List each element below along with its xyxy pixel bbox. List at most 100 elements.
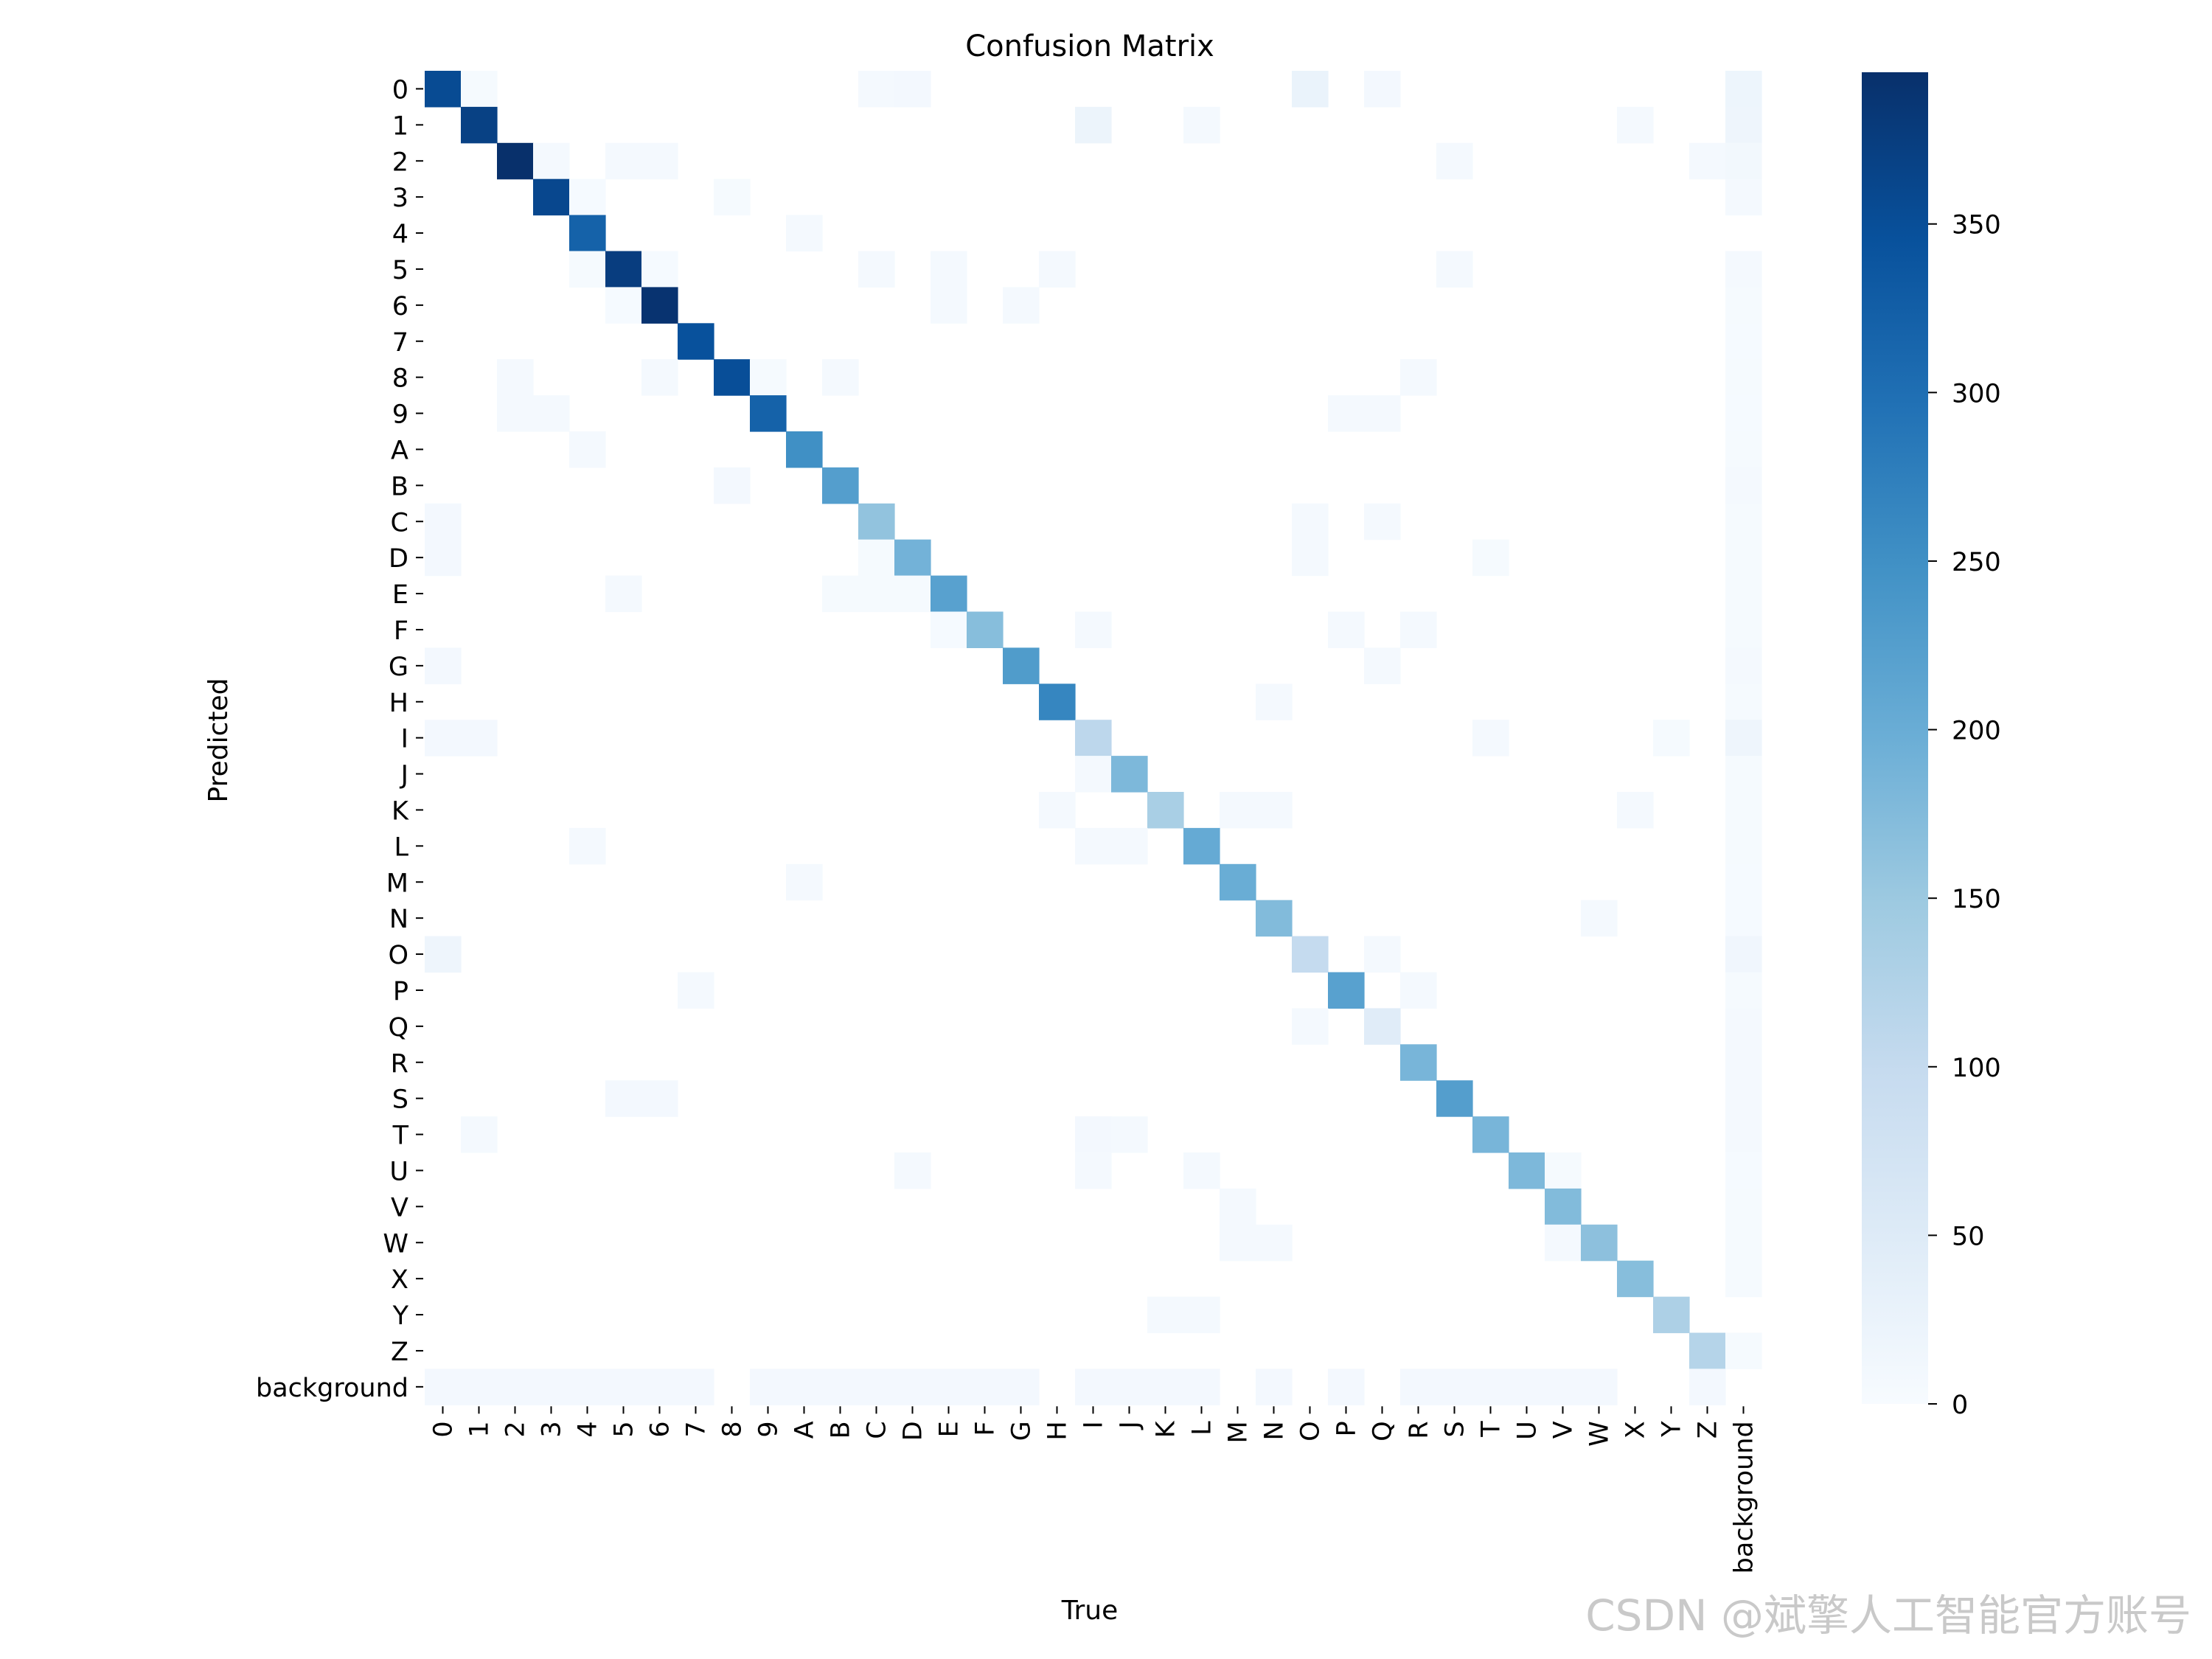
x-tick-label: V: [1549, 1421, 1579, 1439]
x-tick-label: O: [1296, 1421, 1326, 1441]
x-tick-label: F: [971, 1421, 1001, 1436]
heatmap-cell: [1725, 792, 1762, 829]
x-tick-label: 9: [754, 1421, 784, 1437]
colorbar-tick-label: 100: [1952, 1054, 2001, 1083]
x-tick-label: A: [790, 1421, 820, 1439]
y-tick-label: 7: [392, 328, 408, 358]
heatmap-cell: [931, 611, 967, 648]
heatmap-cell: [931, 287, 967, 324]
heatmap-cell: [1111, 827, 1148, 865]
heatmap-cell: [894, 71, 931, 108]
y-tick-label: B: [391, 472, 408, 501]
heatmap-cell: [1725, 756, 1762, 793]
y-tick-label: background: [256, 1374, 408, 1403]
heatmap-cell: [605, 1368, 642, 1405]
x-tick-label: background: [1730, 1421, 1759, 1573]
heatmap-cell: [858, 503, 895, 540]
heatmap-cell: [1653, 720, 1690, 757]
x-tick-label: P: [1332, 1421, 1362, 1436]
heatmap-cell: [425, 936, 462, 973]
heatmap-cell: [894, 1368, 931, 1405]
heatmap-cell: [967, 611, 1004, 648]
y-tick-label: Y: [392, 1301, 409, 1331]
heatmap-cell: [533, 395, 570, 432]
heatmap-cell: [1400, 972, 1437, 1009]
heatmap-cell: [1725, 972, 1762, 1009]
heatmap-cell: [1003, 647, 1040, 684]
y-tick-label: 1: [392, 111, 408, 141]
heatmap-cell: [1075, 611, 1112, 648]
x-tick-label: J: [1116, 1421, 1145, 1430]
heatmap-cell: [1436, 142, 1473, 180]
heatmap-cell: [1436, 251, 1473, 288]
y-tick-label: C: [391, 508, 408, 538]
heatmap-cell: [1364, 647, 1401, 684]
heatmap-cell: [1725, 1188, 1762, 1225]
heatmap-cell: [1039, 251, 1076, 288]
chart-title: Confusion Matrix: [965, 29, 1214, 63]
heatmap-cell: [1364, 1008, 1401, 1045]
heatmap-cell: [641, 1368, 678, 1405]
heatmap-cell: [1328, 1368, 1365, 1405]
heatmap-cell: [1725, 287, 1762, 324]
heatmap-cell: [1725, 467, 1762, 504]
heatmap-cell: [1617, 106, 1654, 144]
heatmap-cell: [1075, 1152, 1112, 1189]
heatmap-cell: [425, 539, 462, 577]
heatmap-cell: [750, 1368, 787, 1405]
heatmap-cell: [678, 323, 714, 360]
x-tick-label: H: [1043, 1421, 1073, 1440]
x-tick-label: U: [1513, 1421, 1543, 1440]
heatmap-cell: [822, 1368, 859, 1405]
heatmap-cell: [1147, 792, 1184, 829]
heatmap-cell: [858, 71, 895, 108]
y-tick-label: 5: [392, 256, 408, 285]
heatmap-cell: [1725, 1224, 1762, 1262]
colorbar-tick-label: 300: [1952, 379, 2001, 408]
heatmap-cell: [1725, 1116, 1762, 1153]
x-axis-label: True: [1061, 1596, 1118, 1626]
heatmap-cell: [714, 178, 751, 216]
heatmap-cell: [461, 720, 498, 757]
heatmap-cell: [1256, 792, 1293, 829]
y-tick-label: D: [389, 544, 408, 574]
heatmap-cell: [461, 1116, 498, 1153]
heatmap-cell: [1725, 936, 1762, 973]
heatmap-cell: [1003, 1368, 1040, 1405]
heatmap-cell: [425, 71, 462, 108]
x-tick-label: Q: [1368, 1421, 1398, 1441]
heatmap-cell: [641, 142, 678, 180]
colorbar: [1862, 72, 1928, 1404]
heatmap-cell: [1472, 539, 1509, 577]
heatmap-cell: [1725, 503, 1762, 540]
heatmap-cell: [822, 575, 859, 613]
y-tick-label: H: [389, 689, 408, 718]
heatmap-cell: [1725, 863, 1762, 901]
heatmap-cell: [1220, 1224, 1256, 1262]
heatmap-cell: [425, 1368, 462, 1405]
heatmap-cell: [1725, 106, 1762, 144]
heatmap-cell: [1292, 1008, 1329, 1045]
heatmap-cell: [1725, 720, 1762, 757]
y-tick-label: 4: [392, 220, 408, 249]
y-tick-label: K: [392, 796, 409, 826]
x-tick-label: Y: [1658, 1421, 1687, 1438]
y-tick-label: N: [389, 905, 408, 934]
heatmap-cell: [678, 972, 714, 1009]
heatmap-cell: [1725, 1008, 1762, 1045]
heatmap-cell: [1147, 1296, 1184, 1334]
heatmap-cell: [931, 575, 967, 613]
heatmap-cell: [714, 359, 751, 396]
colorbar-tick-label: 200: [1952, 717, 2001, 746]
heatmap-cell: [533, 142, 570, 180]
heatmap-cell: [1039, 792, 1076, 829]
heatmap-cell: [678, 1368, 714, 1405]
heatmap-cell: [1075, 756, 1112, 793]
heatmap-cell: [750, 359, 787, 396]
heatmap-cell: [1075, 106, 1112, 144]
y-tick-label: G: [389, 653, 408, 682]
x-tick-label: 4: [574, 1421, 603, 1437]
x-tick-label: 3: [538, 1421, 567, 1437]
x-tick-label: S: [1441, 1421, 1470, 1437]
heatmap-cell: [1725, 251, 1762, 288]
